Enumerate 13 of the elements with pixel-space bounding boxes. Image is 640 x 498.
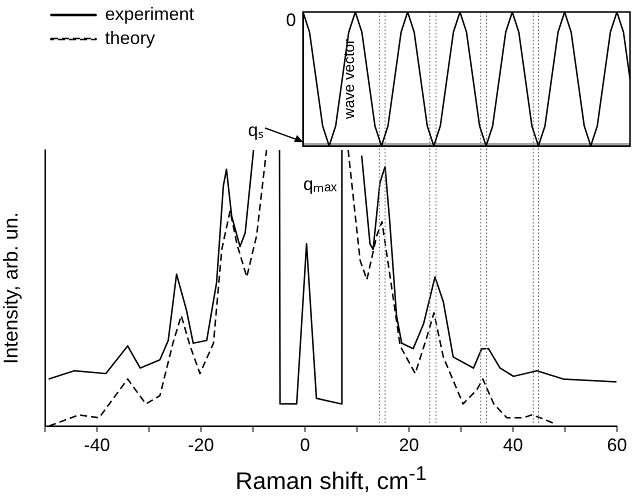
legend-label: theory [105,28,156,48]
x-tick-label: 0 [300,434,310,455]
x-tick-label: 40 [502,434,524,455]
legend-label: experiment [105,4,194,24]
text: qₛ [248,120,264,140]
annotation: qₘₐₓ [303,174,337,194]
x-axis-title: Raman shift, cm$^{-1}$ [234,462,428,496]
x-tick-label: 20 [398,434,420,455]
text: 0 [286,10,296,30]
x-tick-label: -40 [84,434,110,455]
x-tick-label: 60 [606,434,628,455]
x-tick-label: -20 [188,434,214,455]
y-axis-title: Intensity, arb. un. [0,212,23,364]
